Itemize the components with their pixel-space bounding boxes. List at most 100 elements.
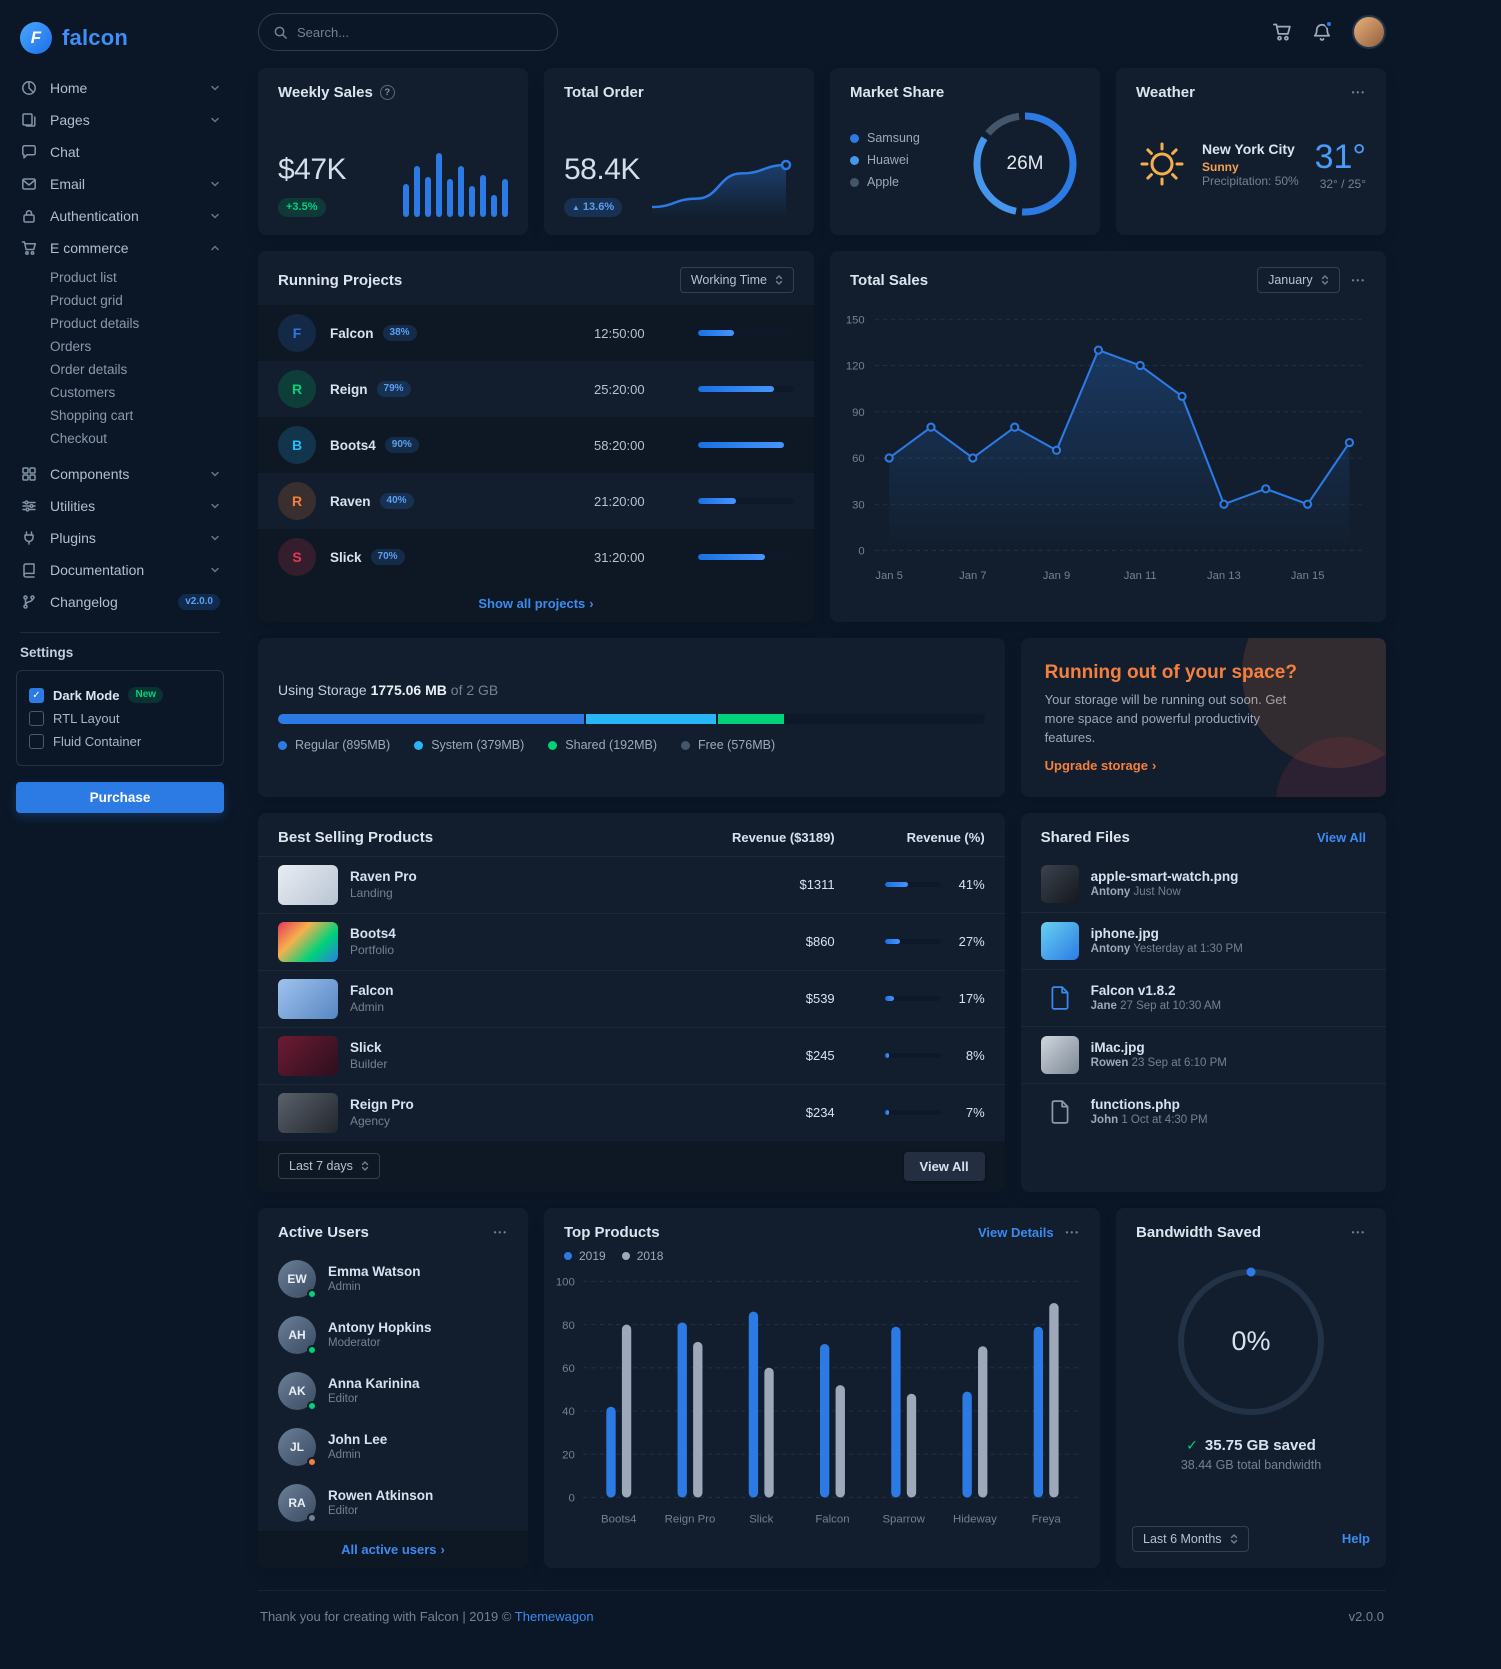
- brand[interactable]: F falcon: [0, 10, 240, 72]
- sidebar-item-orders[interactable]: Orders: [50, 339, 92, 354]
- bell-icon[interactable]: [1312, 20, 1333, 42]
- promo-body: Your storage will be running out soon. G…: [1044, 692, 1287, 745]
- card-title: Total Order: [564, 84, 644, 101]
- show-all-projects-link[interactable]: Show all projects ›: [258, 585, 814, 622]
- sidebar-item-shopping-cart[interactable]: Shopping cart: [50, 408, 134, 423]
- weekly-sales-bar: [425, 177, 431, 217]
- product-name[interactable]: Falcon: [350, 983, 394, 999]
- file-thumbnail: [1040, 864, 1079, 903]
- weekly-sales-bar: [436, 153, 442, 217]
- sidebar-item-plugins[interactable]: Plugins: [0, 522, 240, 554]
- more-menu-icon[interactable]: •••: [1351, 1227, 1366, 1237]
- month-select[interactable]: January: [1257, 267, 1340, 293]
- cart-icon[interactable]: [1272, 22, 1292, 42]
- sidebar-item-documentation[interactable]: Documentation: [0, 554, 240, 586]
- sidebar-item-product-grid[interactable]: Product grid: [50, 293, 123, 308]
- project-name[interactable]: Boots4: [330, 437, 376, 453]
- legend-dot: [564, 1251, 572, 1260]
- sidebar-item-email[interactable]: Email: [0, 168, 240, 200]
- top-products-card: Top Products View Details ••• 2019 2018 …: [544, 1207, 1100, 1568]
- legend-item: Free (576MB): [681, 738, 775, 752]
- legend-item: Samsung: [850, 131, 970, 145]
- themewagon-link[interactable]: Themewagon: [514, 1608, 594, 1624]
- dark-mode-checkbox[interactable]: Dark Mode New: [29, 683, 211, 707]
- file-name[interactable]: iphone.jpg: [1090, 926, 1159, 942]
- sidebar-item-pages[interactable]: Pages: [0, 104, 240, 136]
- sidebar-item-ecommerce[interactable]: E commerce: [0, 232, 240, 264]
- table-row: Raven Pro Landing $1311 41%: [258, 855, 1005, 913]
- last-7-days-select[interactable]: Last 7 days: [278, 1153, 380, 1180]
- sidebar-item-product-list[interactable]: Product list: [50, 270, 117, 285]
- svg-text:Jan 15: Jan 15: [1291, 570, 1325, 582]
- more-menu-icon[interactable]: •••: [1065, 1227, 1080, 1237]
- checkbox-label: RTL Layout: [53, 711, 120, 726]
- svg-text:90: 90: [852, 407, 865, 419]
- sidebar-item-components[interactable]: Components: [0, 458, 240, 490]
- sidebar-item-order-details[interactable]: Order details: [50, 362, 128, 377]
- weekly-sales-card: Weekly Sales? $47K +3.5%: [258, 68, 528, 235]
- search-box[interactable]: [258, 13, 558, 51]
- chevron-up-icon: [210, 243, 220, 253]
- components-grid-icon: [20, 466, 38, 482]
- last-6-months-select[interactable]: Last 6 Months: [1132, 1525, 1249, 1552]
- user-name[interactable]: Anna Karinina: [328, 1376, 420, 1392]
- view-all-link[interactable]: View All: [1316, 829, 1366, 845]
- rtl-layout-checkbox[interactable]: RTL Layout: [29, 707, 211, 730]
- sidebar-item-utilities[interactable]: Utilities: [0, 490, 240, 522]
- sidebar-item-label: E commerce: [50, 240, 129, 256]
- sidebar-item-checkout[interactable]: Checkout: [50, 431, 108, 446]
- project-name[interactable]: Raven: [330, 493, 371, 509]
- list-item: AH Antony Hopkins Moderator: [258, 1307, 528, 1363]
- purchase-button[interactable]: Purchase: [16, 782, 224, 813]
- view-details-link[interactable]: View Details: [977, 1224, 1054, 1240]
- svg-text:150: 150: [846, 314, 865, 326]
- view-all-button[interactable]: View All: [903, 1151, 985, 1181]
- project-name[interactable]: Reign: [330, 381, 368, 397]
- file-name[interactable]: iMac.jpg: [1090, 1040, 1145, 1056]
- more-menu-icon[interactable]: •••: [1351, 88, 1366, 97]
- product-revenue: $245: [805, 1048, 835, 1064]
- search-input[interactable]: [297, 24, 543, 40]
- help-icon[interactable]: ?: [379, 85, 395, 100]
- product-name[interactable]: Boots4: [350, 926, 396, 942]
- sidebar-item-product-details[interactable]: Product details: [50, 316, 140, 331]
- sidebar-item-authentication[interactable]: Authentication: [0, 200, 240, 232]
- project-name[interactable]: Falcon: [330, 325, 374, 341]
- user-role: Admin: [328, 1281, 361, 1294]
- product-name[interactable]: Raven Pro: [350, 869, 417, 885]
- file-name[interactable]: functions.php: [1090, 1097, 1180, 1113]
- project-time: 25:20:00: [594, 381, 645, 397]
- fluid-container-checkbox[interactable]: Fluid Container: [29, 730, 211, 753]
- svg-text:Hideway: Hideway: [953, 1513, 997, 1525]
- product-name[interactable]: Slick: [350, 1040, 382, 1056]
- file-name[interactable]: Falcon v1.8.2: [1090, 983, 1176, 999]
- sidebar-item-chat[interactable]: Chat: [0, 136, 240, 168]
- chevron-down-icon: [210, 83, 220, 93]
- working-time-select[interactable]: Working Time: [679, 267, 794, 293]
- brand-name: falcon: [62, 25, 128, 50]
- user-role: Admin: [328, 1449, 361, 1462]
- file-name[interactable]: apple-smart-watch.png: [1090, 869, 1239, 885]
- user-name[interactable]: Emma Watson: [328, 1264, 421, 1280]
- chevron-down-icon: [210, 533, 220, 543]
- user-avatar[interactable]: [1352, 15, 1386, 49]
- upgrade-storage-link[interactable]: Upgrade storage ›: [1044, 757, 1157, 773]
- all-active-users-link[interactable]: All active users ›: [258, 1530, 528, 1568]
- project-avatar: R: [278, 370, 316, 408]
- more-menu-icon[interactable]: •••: [493, 1227, 508, 1237]
- sidebar-item-home[interactable]: Home: [0, 72, 240, 104]
- storage-usage-bar: [278, 714, 985, 725]
- weekly-sales-bar: [447, 178, 453, 217]
- weekly-sales-bar: [403, 183, 409, 217]
- weekly-sales-value: $47K: [278, 153, 347, 186]
- project-name[interactable]: Slick: [330, 549, 362, 565]
- product-name[interactable]: Reign Pro: [350, 1097, 414, 1113]
- sidebar-item-customers[interactable]: Customers: [50, 385, 116, 400]
- user-name[interactable]: Rowen Atkinson: [328, 1488, 434, 1504]
- user-name[interactable]: Antony Hopkins: [328, 1320, 432, 1336]
- sidebar-item-changelog[interactable]: Changelog v2.0.0: [0, 586, 240, 618]
- user-name[interactable]: John Lee: [328, 1432, 388, 1448]
- weekly-sales-bar-chart: [403, 153, 508, 217]
- more-menu-icon[interactable]: •••: [1351, 275, 1366, 285]
- help-link[interactable]: Help: [1341, 1531, 1370, 1547]
